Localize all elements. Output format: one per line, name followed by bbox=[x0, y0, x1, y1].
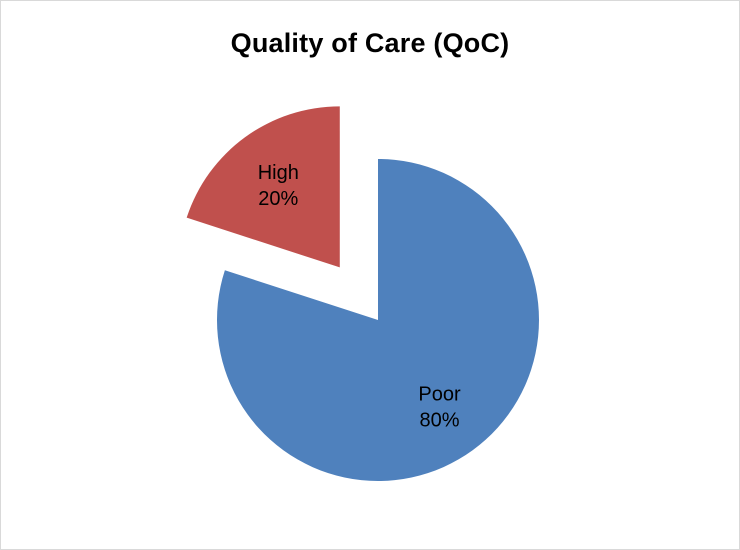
slice-category-label: Poor bbox=[418, 384, 461, 406]
slice-category-label: High bbox=[258, 162, 299, 184]
slice-value-label: 20% bbox=[258, 188, 298, 210]
slice-value-label: 80% bbox=[419, 410, 459, 432]
pie-slice-poor bbox=[216, 159, 539, 481]
chart-title: Quality of Care (QoC) bbox=[230, 28, 510, 58]
pie-slice-high bbox=[186, 106, 340, 268]
